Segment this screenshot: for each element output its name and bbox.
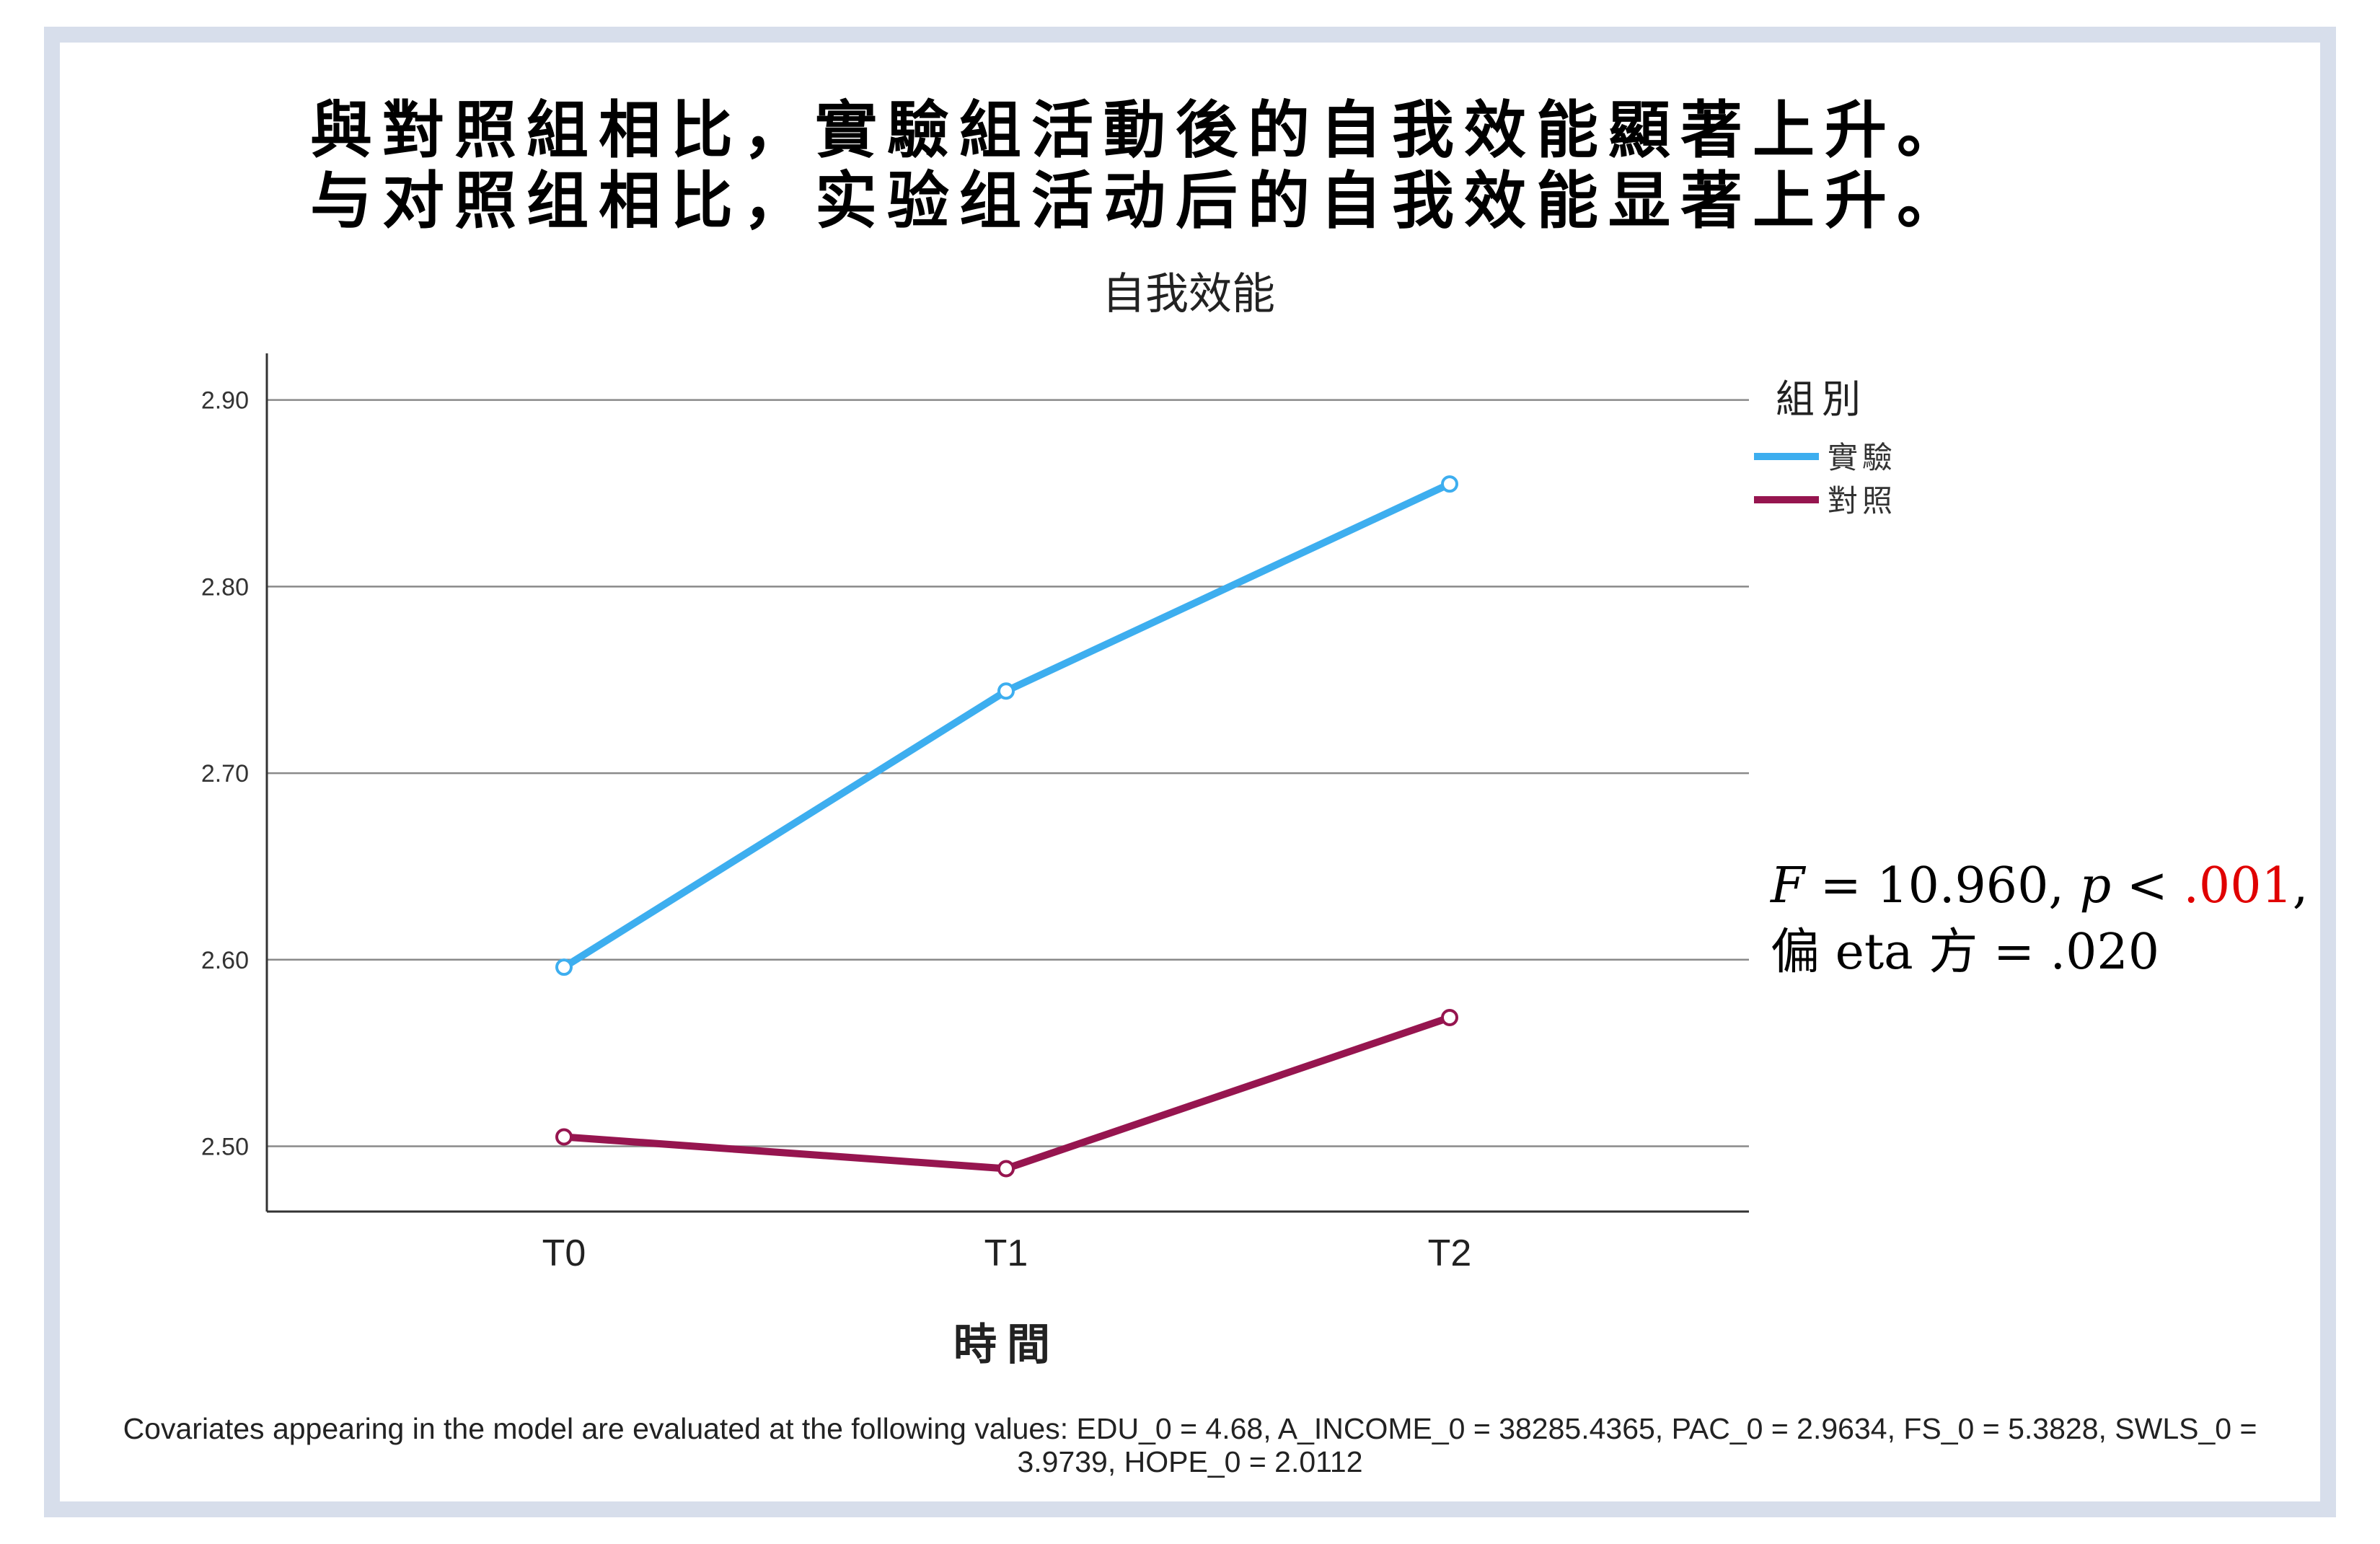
f-value: = 10.960,: [1804, 857, 2080, 914]
covariates-footnote: Covariates appearing in the model are ev…: [123, 1412, 2257, 1478]
x-axis-label: 時間: [953, 1320, 1060, 1370]
stats-f-p: F = 10.960, p < .001,: [1771, 862, 2308, 911]
data-point: [997, 682, 1015, 700]
legend-entry: 實驗: [1828, 440, 1897, 475]
x-tick-label: T2: [1428, 1232, 1472, 1274]
legend-entry: 對照: [1828, 483, 1897, 519]
y-tick-label: 2.60: [201, 947, 249, 974]
grid-lines: [267, 399, 1749, 1147]
chart-title: 自我效能: [1102, 269, 1275, 319]
data-point: [997, 1160, 1015, 1178]
figure-frame: [44, 27, 2336, 1517]
heading-simplified: 与对照组相比，实验组活动后的自我效能显著上升。: [310, 164, 1969, 237]
x-tick-label: T0: [542, 1232, 586, 1274]
y-tick-label: 2.70: [201, 760, 249, 788]
series: [555, 475, 1458, 1178]
y-tick-label: 2.50: [201, 1133, 249, 1160]
data-point: [1441, 1008, 1458, 1026]
f-symbol: F: [1771, 857, 1805, 914]
data-point: [555, 958, 573, 976]
eta-value: = .020: [1978, 924, 2159, 981]
y-tick-label: 2.80: [201, 573, 249, 601]
p-operator: <: [2111, 857, 2184, 914]
eta-label: 偏 eta 方: [1771, 924, 1978, 981]
x-tick-labels: T0 T1 T2: [542, 1232, 1472, 1274]
p-tail: ,: [2292, 857, 2309, 914]
p-value: .001: [2183, 857, 2293, 914]
data-point: [1441, 475, 1458, 493]
p-symbol: p: [2079, 857, 2112, 914]
heading-traditional: 與對照組相比，實驗組活動後的自我效能顯著上升。: [310, 94, 1969, 167]
stats-eta: 偏 eta 方 = .020: [1771, 928, 2159, 977]
data-point: [555, 1128, 573, 1146]
x-tick-label: T1: [984, 1232, 1028, 1274]
y-tick-labels: 2.50 2.60 2.70 2.80 2.90: [201, 387, 249, 1161]
y-tick-label: 2.90: [201, 387, 249, 415]
axes: [265, 353, 1749, 1213]
series-line: [560, 480, 1453, 971]
legend-title: 組別: [1776, 376, 1868, 422]
